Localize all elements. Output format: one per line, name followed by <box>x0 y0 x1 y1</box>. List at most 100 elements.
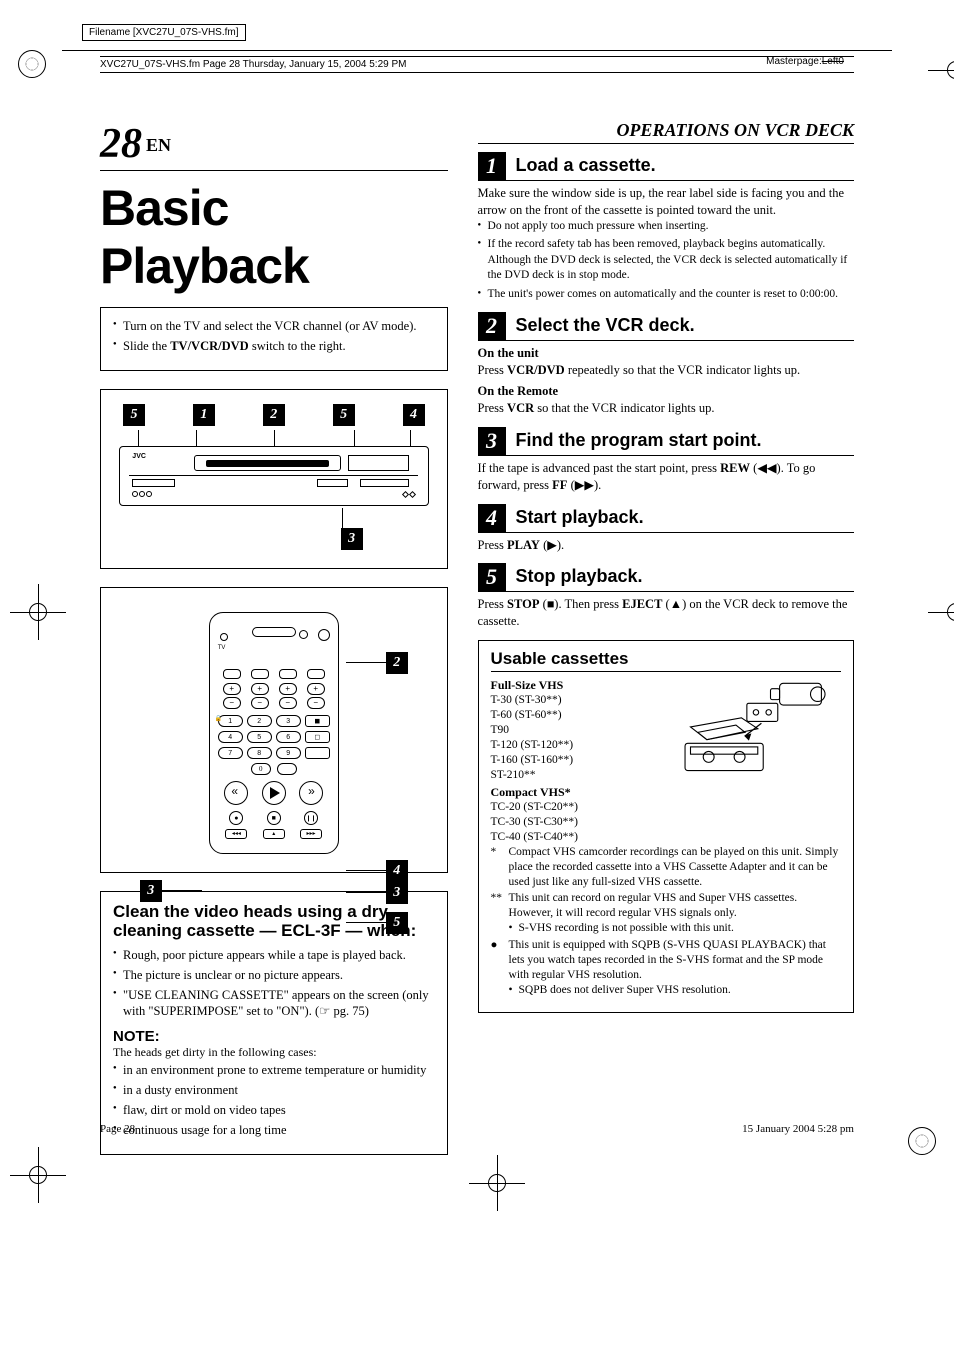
fm-info-text: XVC27U_07S-VHS.fm Page 28 Thursday, Janu… <box>100 59 406 70</box>
vcr-front-panel: JVC <box>119 446 429 506</box>
masterpage-key: Masterpage: <box>766 56 822 67</box>
vcr-buttons-right <box>401 489 415 499</box>
remote-callout-5: 5 <box>346 912 408 934</box>
usable-item: T-30 (ST-30**) <box>491 693 659 708</box>
remote-callout-4: 4 <box>346 860 408 882</box>
remote-bot-row: ◂◂◂▴▸▸▸ <box>218 829 330 839</box>
usable-item: T-120 (ST-120**) <box>491 738 659 753</box>
page-footer: Page 28 15 January 2004 5:28 pm <box>100 1123 854 1135</box>
step-bullet: If the record safety tab has been remove… <box>478 237 854 284</box>
usable-item: T-60 (ST-60**) <box>491 708 659 723</box>
clean-item: Rough, poor picture appears while a tape… <box>113 947 435 964</box>
crop-mark-bot-right <box>908 1127 936 1155</box>
vcr-callout-row: 51254 <box>115 404 433 426</box>
vcr-panel-l <box>132 479 175 487</box>
right-column: OPERATIONS ON VCR DECK 1Load a cassette.… <box>478 120 854 1155</box>
usable-item: TC-20 (ST-C20**) <box>491 800 659 815</box>
remote-minus-row: −−−− <box>218 697 330 709</box>
step-number: 4 <box>478 504 506 532</box>
vcr-callout-below: 3 <box>115 528 433 550</box>
callout: 5 <box>333 404 355 426</box>
footer-left: Page 28 <box>100 1123 135 1135</box>
usable-note: ●This unit is equipped with SQPB (S-VHS … <box>491 938 841 998</box>
remote-plus-row: ++++ <box>218 683 330 695</box>
crop-mark-top-left <box>18 50 46 78</box>
step-body: On the unitPress VCR/DVD repeatedly so t… <box>478 345 854 417</box>
usable-notes: *Compact VHS camcorder recordings can be… <box>491 845 841 998</box>
step-title: Stop playback. <box>516 566 643 587</box>
remote-play-row <box>218 781 330 805</box>
intro-list: Turn on the TV and select the VCR channe… <box>113 318 435 355</box>
spacer <box>218 655 330 665</box>
lead <box>274 430 275 446</box>
callout-3: 3 <box>341 528 363 550</box>
vcr-panel-m <box>317 479 348 487</box>
page-number: 28EN <box>100 120 171 168</box>
fm-info-line: XVC27U_07S-VHS.fm Page 28 Thursday, Janu… <box>100 56 854 73</box>
rew-button <box>224 781 248 805</box>
frame-rule-top <box>62 50 892 51</box>
usable-item: TC-40 (ST-C40**) <box>491 830 659 845</box>
note-item: in a dusty environment <box>113 1082 435 1099</box>
usable-col-text: Full-Size VHS T-30 (ST-30**)T-60 (ST-60*… <box>491 676 659 844</box>
page-number-val: 28 <box>100 121 142 167</box>
page-header-row: 28EN <box>100 120 448 171</box>
lead <box>138 430 139 446</box>
vcr-display <box>348 455 410 471</box>
vcr-divider <box>129 475 418 476</box>
step-body: If the tape is advanced past the start p… <box>478 460 854 494</box>
masterpage-value: Left0 <box>822 56 844 67</box>
remote-power <box>318 629 330 641</box>
footer-right: 15 January 2004 5:28 pm <box>742 1123 854 1135</box>
remote-numpad: 🔒123◼ 456◻ 789 <box>218 715 330 759</box>
remote-callout-3l: 3 <box>140 880 202 902</box>
clean-item: "USE CLEANING CASSETTE" appears on the s… <box>113 987 435 1021</box>
filename-box: Filename [XVC27U_07S-VHS.fm] <box>82 24 246 41</box>
callout: 5 <box>123 404 145 426</box>
play-button <box>262 781 286 805</box>
left-column: 28EN Basic Playback Turn on the TV and s… <box>100 120 448 1155</box>
section-title: OPERATIONS ON VCR DECK <box>616 120 854 141</box>
step-bullet: Do not apply too much pressure when inse… <box>478 219 854 235</box>
remote-switch <box>252 627 296 637</box>
step-header: 5Stop playback. <box>478 563 854 592</box>
vcr-logo: JVC <box>132 453 146 460</box>
lead <box>354 430 355 446</box>
clean-item: The picture is unclear or no picture app… <box>113 967 435 984</box>
steps-container: 1Load a cassette.Make sure the window si… <box>478 152 854 630</box>
step-title: Start playback. <box>516 507 644 528</box>
vcr-diagram-box: 51254 JVC <box>100 389 448 569</box>
usable-item: ST-210** <box>491 768 659 783</box>
rec-button <box>229 811 243 825</box>
step-body: Press STOP (■). Then press EJECT (▲) on … <box>478 596 854 630</box>
step-header: 4 Start playback. <box>478 504 854 533</box>
step-title: Find the program start point. <box>516 430 762 451</box>
clean-bullets: Rough, poor picture appears while a tape… <box>113 947 435 1021</box>
usable-note: *Compact VHS camcorder recordings can be… <box>491 845 841 890</box>
usable-compact-hd: Compact VHS* <box>491 785 659 800</box>
ff-button <box>299 781 323 805</box>
step-number: 3 <box>478 427 506 455</box>
usable-compact-list: TC-20 (ST-C20**)TC-30 (ST-C30**)TC-40 (S… <box>491 800 659 845</box>
step-bullet: The unit's power comes on automatically … <box>478 287 854 303</box>
usable-item: T-160 (ST-160**) <box>491 753 659 768</box>
step-header: 2Select the VCR deck. <box>478 312 854 341</box>
section-header-row: OPERATIONS ON VCR DECK <box>478 120 854 144</box>
lead <box>410 430 411 446</box>
callout: 3 <box>386 882 408 904</box>
step-body: Press PLAY (▶). <box>478 537 854 554</box>
page-lang: EN <box>146 135 171 155</box>
remote-zero-row: 0 <box>218 763 330 775</box>
lead-down <box>342 508 343 534</box>
callout: 2 <box>386 652 408 674</box>
usable-item: T90 <box>491 723 659 738</box>
usable-box: Usable cassettes Full-Size VHS T-30 (ST-… <box>478 640 854 1013</box>
usable-full-list: T-30 (ST-30**)T-60 (ST-60**)T90T-120 (ST… <box>491 693 659 783</box>
remote-tv-label: TV <box>218 645 226 651</box>
remote-body: TV ++++ −−−− 🔒123◼ 456◻ 789 0 <box>209 612 339 854</box>
intro-item: Slide the TV/VCR/DVD switch to the right… <box>113 338 435 355</box>
masterpage-label: Masterpage:Left0 <box>766 56 844 67</box>
note-item: in an environment prone to extreme tempe… <box>113 1062 435 1079</box>
cassette-svg <box>667 676 841 776</box>
cassette-illustration <box>667 676 841 776</box>
